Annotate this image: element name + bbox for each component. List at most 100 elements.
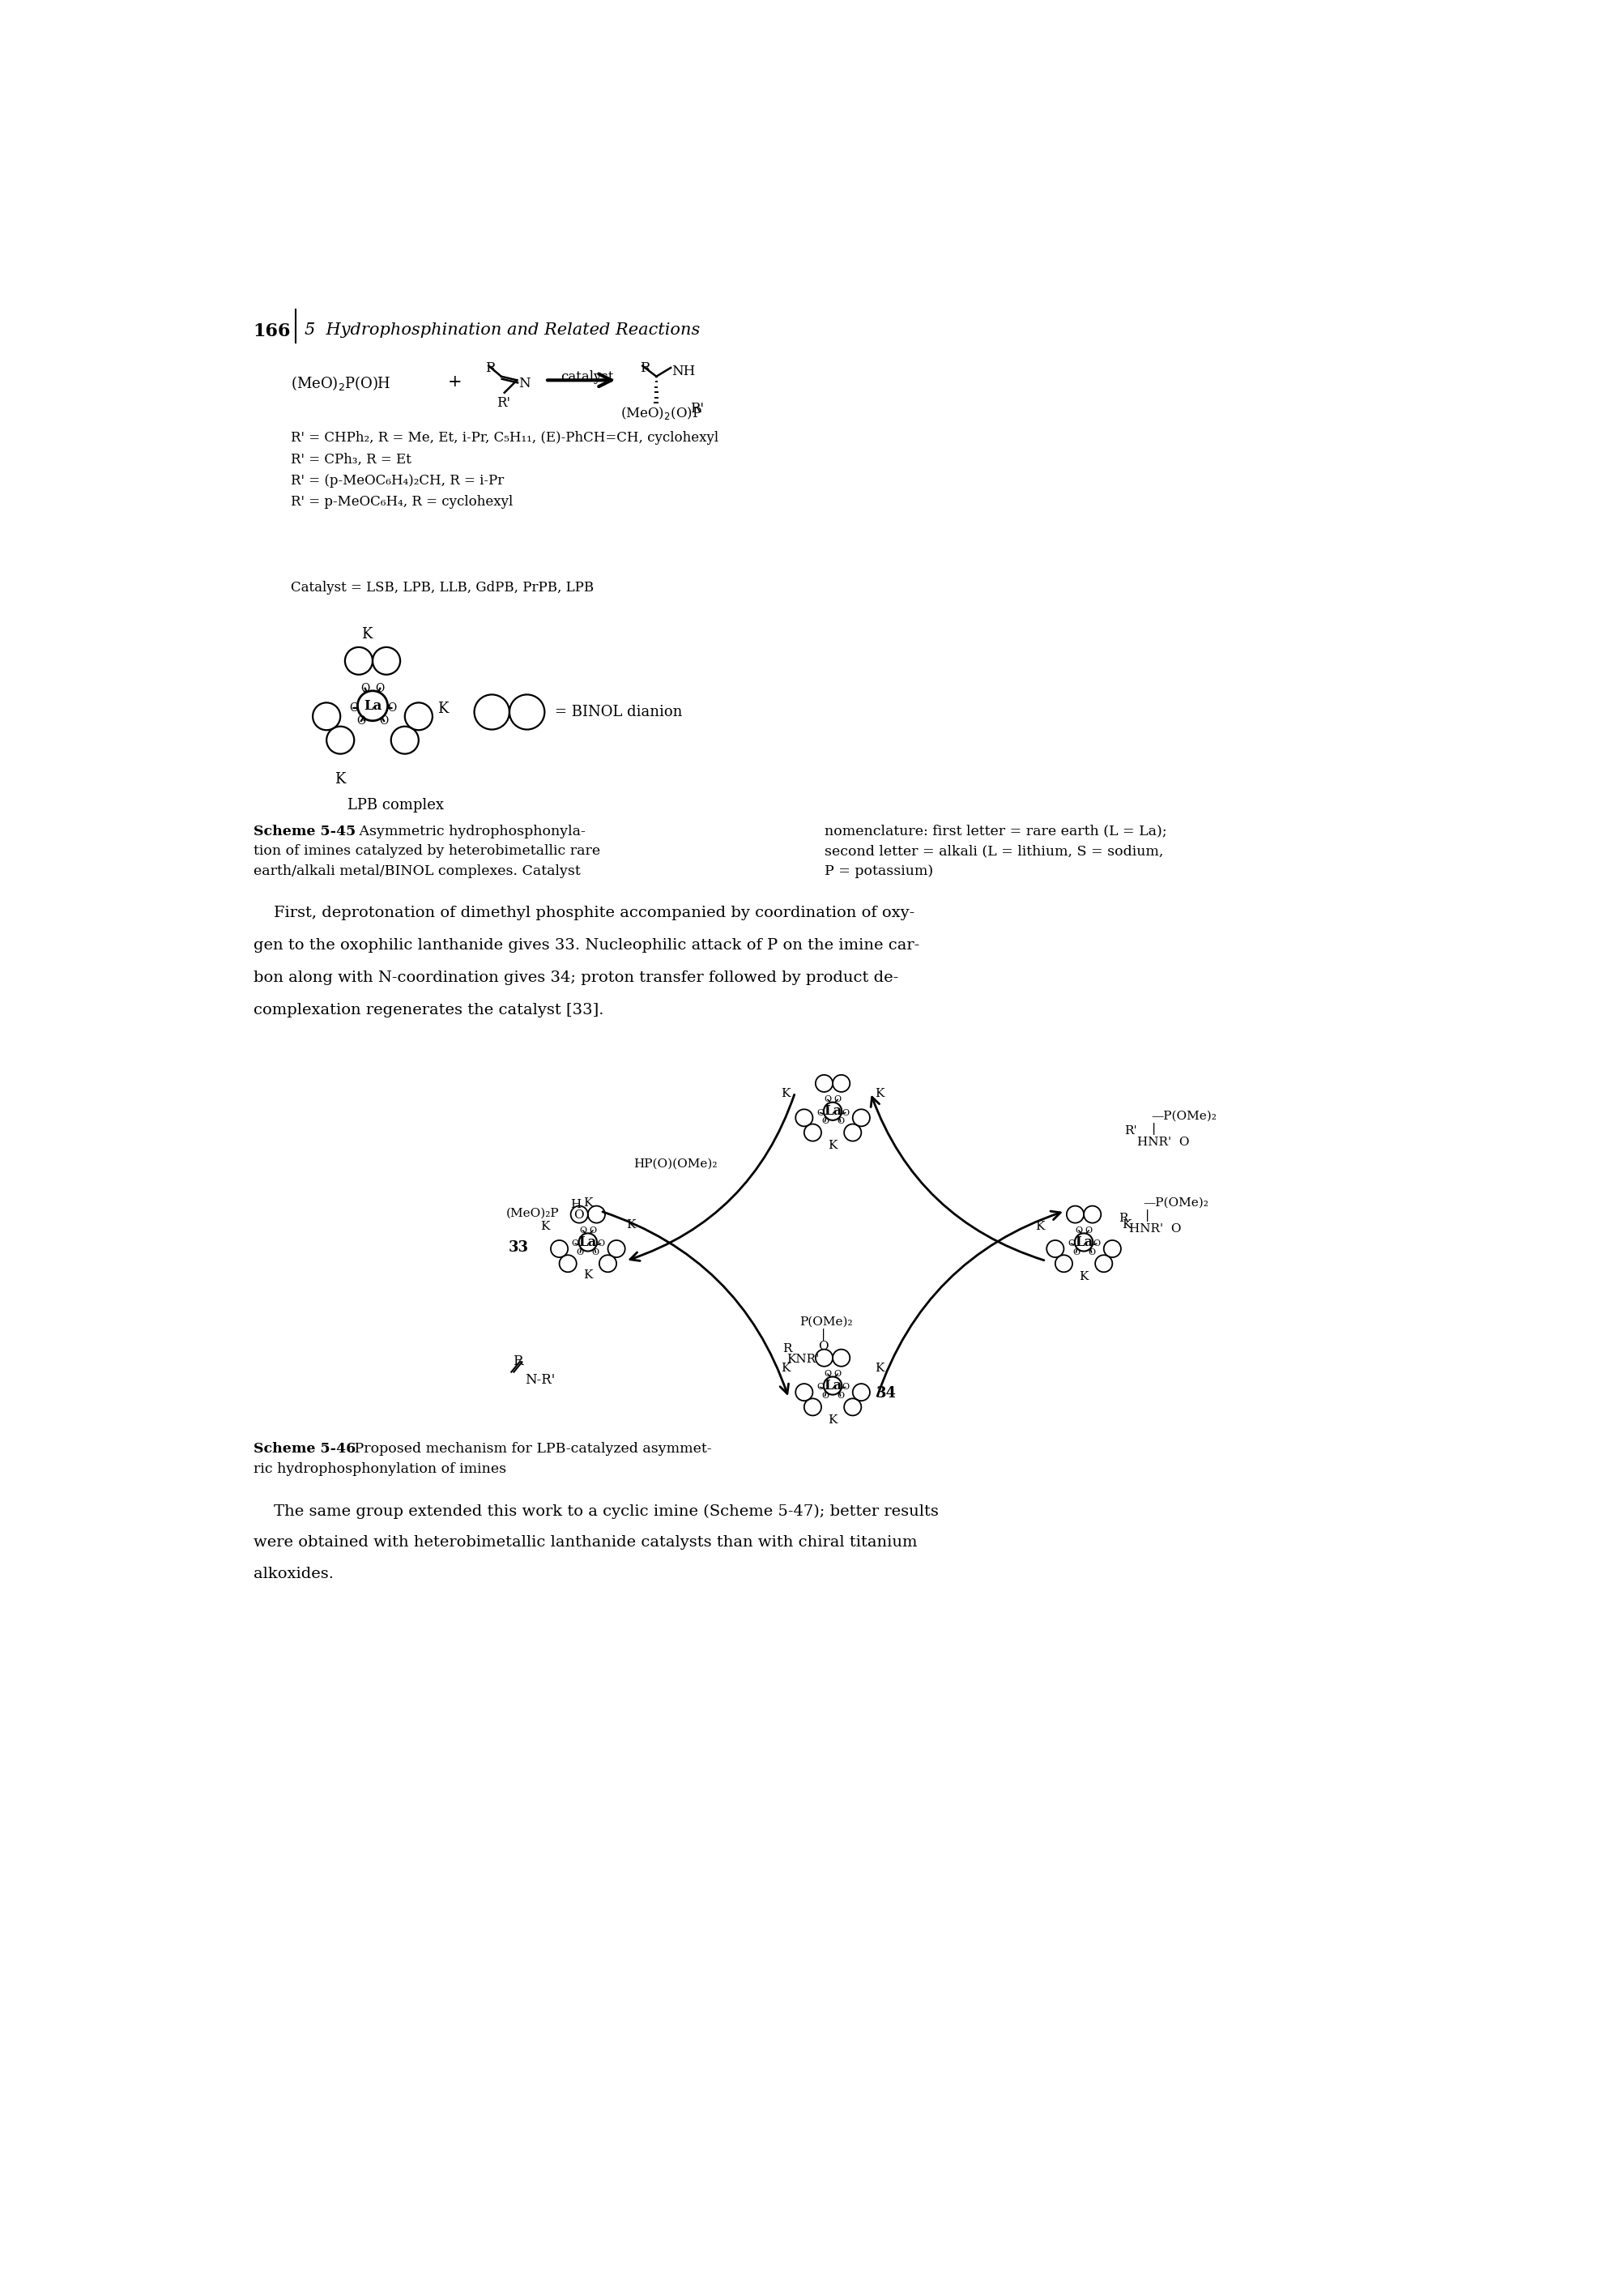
Text: earth/alkali metal/BINOL complexes. Catalyst: earth/alkali metal/BINOL complexes. Cata… [253,865,580,879]
Text: La: La [823,1104,841,1118]
Text: K: K [781,1363,789,1375]
Text: K: K [583,1269,593,1281]
Text: O: O [836,1118,844,1125]
Text: N-R': N-R' [525,1372,555,1386]
Text: O: O [380,716,388,728]
Text: K: K [828,1414,836,1425]
Text: K: K [875,1088,883,1099]
Text: O: O [820,1391,828,1400]
Text: K: K [1121,1219,1130,1230]
Text: O: O [1085,1226,1091,1235]
Text: R': R' [497,395,510,409]
Text: = BINOL dianion: = BINOL dianion [554,705,682,718]
Text: NH: NH [671,365,695,379]
Text: K: K [335,771,346,787]
Text: R' = CHPh₂, R = Me, Et, i-Pr, C₅H₁₁, (E)-PhCH=CH, cyclohexyl: R' = CHPh₂, R = Me, Et, i-Pr, C₅H₁₁, (E)… [291,431,718,445]
Text: O: O [375,682,385,693]
Text: O: O [823,1095,831,1104]
Text: 34: 34 [875,1386,896,1400]
Text: O: O [573,1209,583,1221]
Text: 33: 33 [508,1239,529,1255]
Text: KNR': KNR' [786,1354,818,1366]
Text: (MeO)$_2$(O)P: (MeO)$_2$(O)P [620,406,702,422]
Text: HNR'  O: HNR' O [1137,1136,1189,1148]
Text: O: O [1075,1226,1082,1235]
Text: O: O [833,1095,841,1104]
Text: K: K [437,702,448,716]
Text: K: K [828,1141,836,1152]
Text: gen to the oxophilic lanthanide gives 33. Nucleophilic attack of P on the imine : gen to the oxophilic lanthanide gives 33… [253,939,919,952]
Text: K: K [781,1088,789,1099]
Text: second letter = alkali (L = lithium, S = sodium,: second letter = alkali (L = lithium, S =… [823,845,1163,858]
Text: O: O [596,1239,604,1248]
Text: (MeO)$_2$P(O)H: (MeO)$_2$P(O)H [291,374,390,392]
Text: Asymmetric hydrophosphonyla-: Asymmetric hydrophosphonyla- [346,824,586,838]
Text: O: O [1067,1239,1075,1248]
Text: R' = p-MeOC₆H₄, R = cyclohexyl: R' = p-MeOC₆H₄, R = cyclohexyl [291,496,513,509]
Text: O: O [578,1226,586,1235]
Text: LPB complex: LPB complex [348,799,443,812]
Text: ric hydrophosphonylation of imines: ric hydrophosphonylation of imines [253,1462,507,1476]
Circle shape [823,1377,841,1395]
Text: |: | [820,1329,825,1340]
Text: O: O [572,1239,578,1248]
Text: |: | [1151,1122,1155,1134]
Text: P(OMe)₂: P(OMe)₂ [799,1315,853,1327]
Text: O: O [823,1370,831,1377]
Text: catalyst: catalyst [560,369,614,383]
Text: La: La [1073,1235,1093,1248]
Text: O: O [387,702,396,714]
Text: O: O [590,1226,596,1235]
Text: K: K [583,1198,593,1209]
Text: |: | [1145,1209,1150,1221]
Circle shape [1073,1232,1093,1251]
Text: were obtained with heterobimetallic lanthanide catalysts than with chiral titani: were obtained with heterobimetallic lant… [253,1535,916,1549]
Text: O: O [356,716,365,728]
Circle shape [578,1232,596,1251]
Text: O: O [841,1108,849,1118]
Text: La: La [578,1235,596,1248]
Text: H: H [570,1198,580,1209]
Text: O: O [841,1384,849,1391]
Text: O: O [1093,1239,1099,1248]
Text: —P(OMe)₂: —P(OMe)₂ [1143,1198,1208,1209]
Text: (MeO)₂P: (MeO)₂P [505,1207,559,1219]
Text: O: O [815,1384,823,1391]
Text: Catalyst = LSB, LPB, LLB, GdPB, PrPB, LPB: Catalyst = LSB, LPB, LLB, GdPB, PrPB, LP… [291,581,594,594]
Text: +: + [448,374,461,390]
Text: alkoxides.: alkoxides. [253,1567,333,1581]
Text: —P(OMe)₂: —P(OMe)₂ [1151,1111,1216,1122]
Text: La: La [823,1379,841,1393]
Text: K: K [625,1219,635,1230]
Text: R: R [640,363,650,376]
Circle shape [357,691,388,721]
Text: La: La [364,700,382,714]
Text: O: O [833,1370,841,1377]
Text: K: K [541,1221,549,1232]
Text: 166: 166 [253,321,291,340]
Text: Proposed mechanism for LPB-catalyzed asymmet-: Proposed mechanism for LPB-catalyzed asy… [341,1441,711,1455]
Text: Scheme 5-46: Scheme 5-46 [253,1441,356,1455]
Circle shape [823,1102,841,1120]
Text: K: K [875,1363,883,1375]
Text: O: O [1072,1248,1080,1255]
Text: O: O [815,1108,823,1118]
Text: Scheme 5-45: Scheme 5-45 [253,824,356,838]
Text: O: O [361,682,369,693]
Text: R' = (p-MeOC₆H₄)₂CH, R = i-Pr: R' = (p-MeOC₆H₄)₂CH, R = i-Pr [291,473,503,487]
Text: K: K [1034,1221,1044,1232]
Text: O: O [1086,1248,1095,1255]
Text: R: R [486,363,495,376]
Text: complexation regenerates the catalyst [33].: complexation regenerates the catalyst [3… [253,1003,604,1017]
Text: O: O [820,1118,828,1125]
Text: First, deprotonation of dimethyl phosphite accompanied by coordination of oxy-: First, deprotonation of dimethyl phosphi… [253,907,914,920]
Text: HP(O)(OMe)₂: HP(O)(OMe)₂ [633,1159,718,1170]
Text: 5  Hydrophosphination and Related Reactions: 5 Hydrophosphination and Related Reactio… [305,321,700,337]
Text: R': R' [690,402,703,415]
Text: R' = CPh₃, R = Et: R' = CPh₃, R = Et [291,452,411,466]
Text: O: O [836,1391,844,1400]
Text: K: K [361,627,372,640]
Text: N: N [518,376,529,390]
Text: O: O [349,702,357,714]
Text: R': R' [1124,1125,1137,1136]
